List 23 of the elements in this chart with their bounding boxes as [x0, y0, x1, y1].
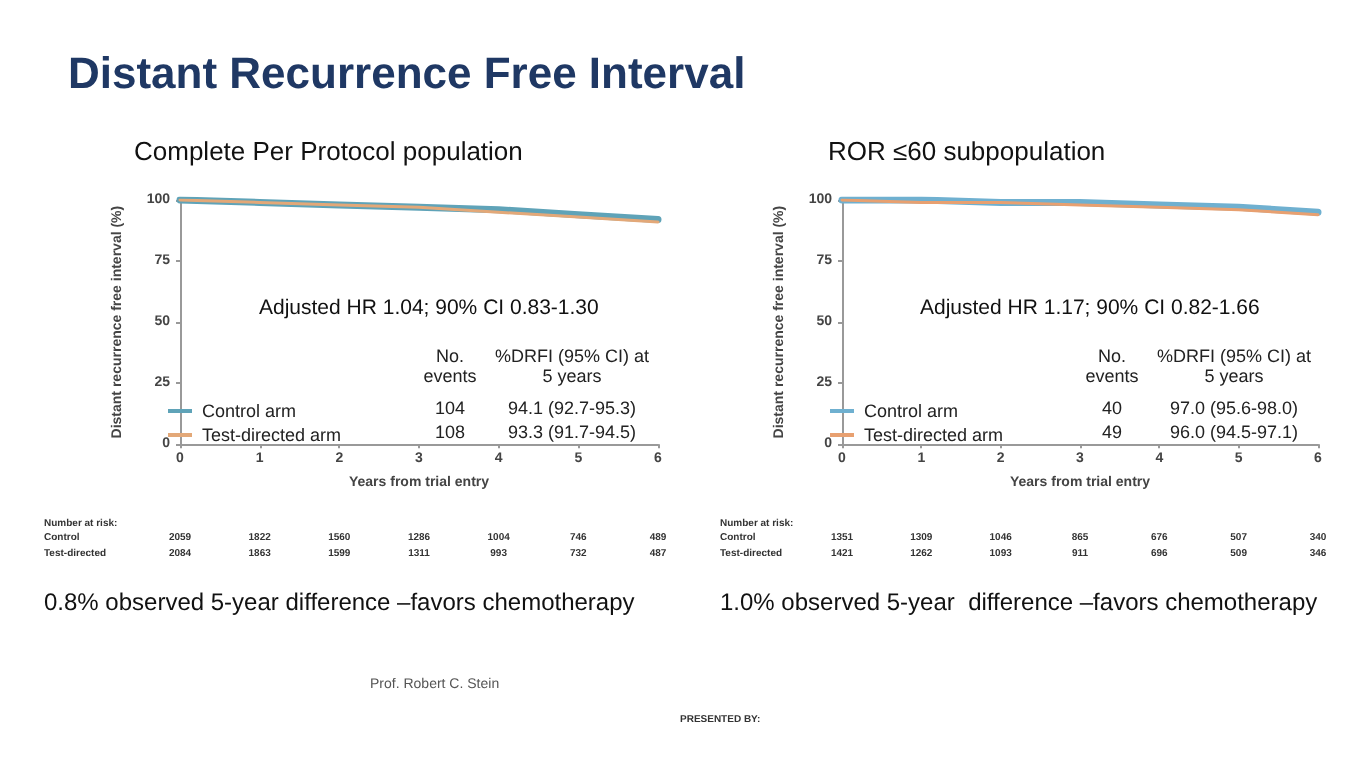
- legend-label: Test-directed arm: [202, 425, 342, 445]
- annotation: 93.3 (91.7-94.5): [505, 422, 639, 442]
- annotation: 104: [432, 398, 468, 418]
- text: 1.0% observed 5-year difference –favors chemotherapy: [720, 588, 1318, 616]
- chart-title: ROR ≤60 subpopulation: [828, 136, 1106, 166]
- legend-label: Control arm: [864, 401, 959, 421]
- legend-label: Test-directed arm: [864, 425, 1004, 445]
- annotation: 108: [432, 422, 468, 442]
- legend-label: Control arm: [202, 401, 297, 421]
- annotation: Adjusted HR 1.17; 90% CI 0.82-1.66: [920, 296, 1260, 320]
- annotation: 96.0 (94.5-97.1): [1167, 422, 1301, 442]
- annotation: %DRFI (95% CI) at 5 years: [1154, 346, 1313, 386]
- annotation: 94.1 (92.7-95.3): [505, 398, 639, 418]
- text: 0.8% observed 5-year difference –favors chemotherapy: [44, 588, 635, 616]
- annotation: Adjusted HR 1.04; 90% CI 0.83-1.30: [259, 296, 599, 320]
- annotation: %DRFI (95% CI) at 5 years: [492, 346, 651, 386]
- annotation: 49: [1099, 422, 1124, 442]
- text: Distant Recurrence Free Interval: [68, 48, 746, 100]
- annotation: No. events: [1083, 346, 1141, 386]
- annotation: 97.0 (95.6-98.0): [1167, 398, 1301, 418]
- annotation: 40: [1099, 398, 1124, 418]
- chart-title: Complete Per Protocol population: [134, 136, 523, 166]
- annotation: No. events: [421, 346, 479, 386]
